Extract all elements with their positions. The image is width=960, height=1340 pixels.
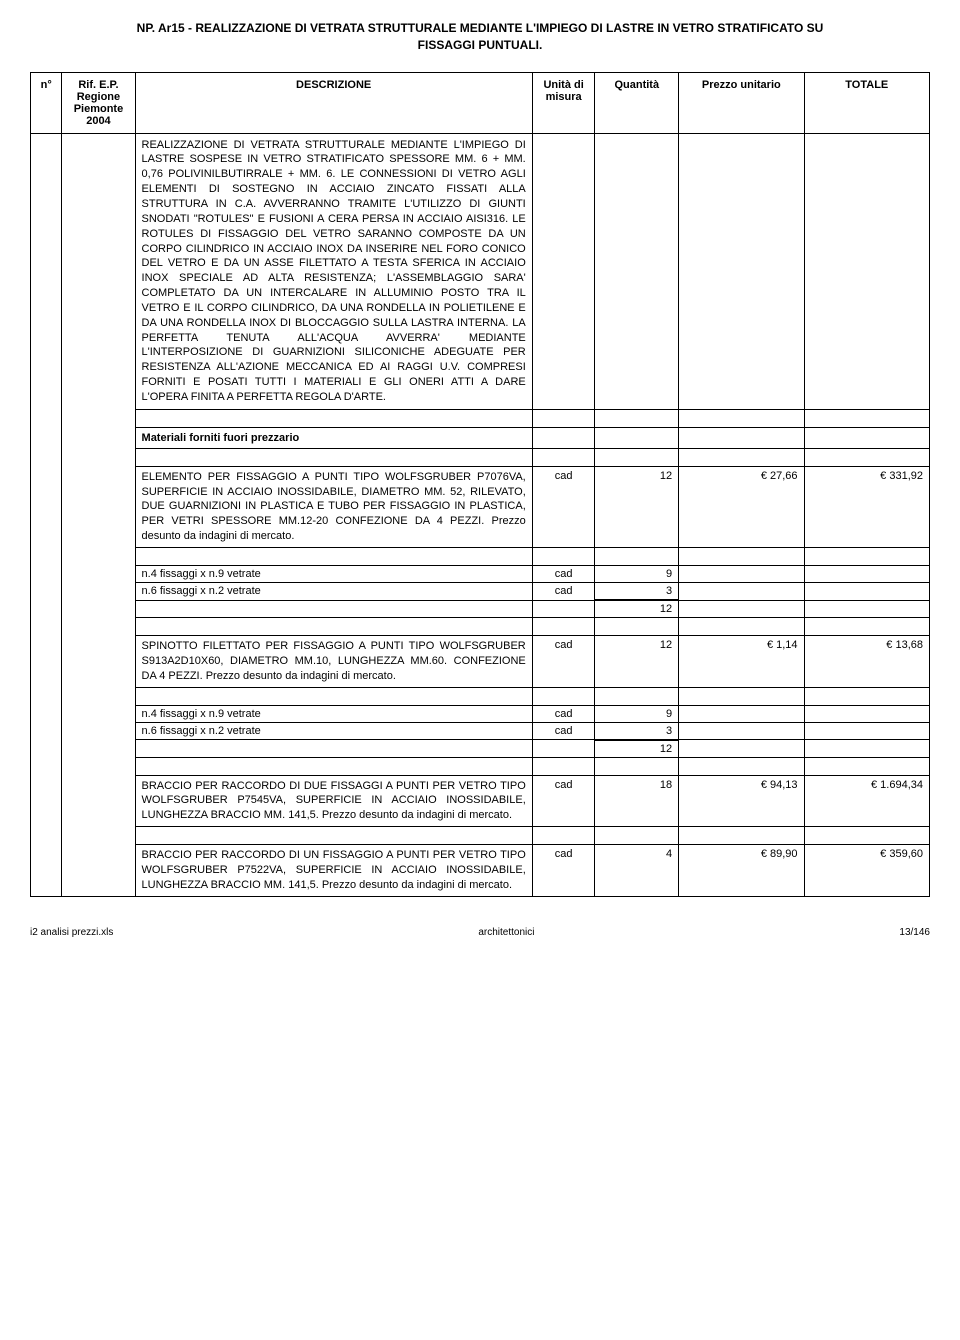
item-desc: ELEMENTO PER FISSAGGIO A PUNTI TIPO WOLF… bbox=[135, 466, 532, 547]
sub-desc: n.6 fissaggi x n.2 vetrate bbox=[135, 583, 532, 601]
item-pu: € 94,13 bbox=[679, 775, 804, 827]
item-row: SPINOTTO FILETTATO PER FISSAGGIO A PUNTI… bbox=[31, 636, 930, 688]
spacer-row bbox=[31, 827, 930, 845]
header-rif: Rif. E.P. Regione Piemonte 2004 bbox=[62, 72, 135, 133]
header-tot: TOTALE bbox=[804, 72, 929, 133]
item-um: cad bbox=[532, 845, 595, 897]
spacer-row bbox=[31, 757, 930, 775]
footer-left: i2 analisi prezzi.xls bbox=[30, 927, 113, 938]
subtotal-row: 12 bbox=[31, 740, 930, 758]
item-um: cad bbox=[532, 775, 595, 827]
header-desc: DESCRIZIONE bbox=[135, 72, 532, 133]
materials-heading-row: Materiali forniti fuori prezzario bbox=[31, 427, 930, 448]
subtotal-qty: 12 bbox=[595, 600, 679, 618]
sub-um: cad bbox=[532, 583, 595, 601]
sub-row: n.4 fissaggi x n.9 vetrate cad 9 bbox=[31, 566, 930, 583]
title-line2: FISSAGGI PUNTUALI. bbox=[418, 38, 543, 52]
header-n: n° bbox=[31, 72, 62, 133]
item-pu: € 89,90 bbox=[679, 845, 804, 897]
page-footer: i2 analisi prezzi.xls architettonici 13/… bbox=[30, 927, 930, 938]
table-header-row: n° Rif. E.P. Regione Piemonte 2004 DESCR… bbox=[31, 72, 930, 133]
item-tot: € 1.694,34 bbox=[804, 775, 929, 827]
subtotal-row: 12 bbox=[31, 600, 930, 618]
footer-center: architettonici bbox=[478, 927, 534, 938]
item-qty: 12 bbox=[595, 466, 679, 547]
page-title: NP. Ar15 - REALIZZAZIONE DI VETRATA STRU… bbox=[30, 20, 930, 54]
sub-desc: n.6 fissaggi x n.2 vetrate bbox=[135, 722, 532, 740]
item-um: cad bbox=[532, 636, 595, 688]
sub-qty: 9 bbox=[595, 566, 679, 583]
col-n-cell bbox=[31, 133, 62, 896]
main-description-row: REALIZZAZIONE DI VETRATA STRUTTURALE MED… bbox=[31, 133, 930, 409]
item-tot: € 13,68 bbox=[804, 636, 929, 688]
sub-desc: n.4 fissaggi x n.9 vetrate bbox=[135, 566, 532, 583]
spacer-row bbox=[31, 448, 930, 466]
title-line1: NP. Ar15 - REALIZZAZIONE DI VETRATA STRU… bbox=[137, 21, 824, 35]
item-desc: BRACCIO PER RACCORDO DI UN FISSAGGIO A P… bbox=[135, 845, 532, 897]
main-description: REALIZZAZIONE DI VETRATA STRUTTURALE MED… bbox=[135, 133, 532, 409]
spacer-row bbox=[31, 409, 930, 427]
subtotal-qty: 12 bbox=[595, 740, 679, 758]
sub-um: cad bbox=[532, 705, 595, 722]
item-row: ELEMENTO PER FISSAGGIO A PUNTI TIPO WOLF… bbox=[31, 466, 930, 547]
item-row: BRACCIO PER RACCORDO DI DUE FISSAGGI A P… bbox=[31, 775, 930, 827]
sub-qty: 3 bbox=[595, 722, 679, 740]
item-desc: BRACCIO PER RACCORDO DI DUE FISSAGGI A P… bbox=[135, 775, 532, 827]
item-tot: € 331,92 bbox=[804, 466, 929, 547]
header-qty: Quantità bbox=[595, 72, 679, 133]
item-pu: € 1,14 bbox=[679, 636, 804, 688]
item-qty: 4 bbox=[595, 845, 679, 897]
spacer-row bbox=[31, 687, 930, 705]
item-row: BRACCIO PER RACCORDO DI UN FISSAGGIO A P… bbox=[31, 845, 930, 897]
sub-row: n.6 fissaggi x n.2 vetrate cad 3 bbox=[31, 583, 930, 601]
footer-right: 13/146 bbox=[899, 927, 930, 938]
item-desc: SPINOTTO FILETTATO PER FISSAGGIO A PUNTI… bbox=[135, 636, 532, 688]
sub-row: n.4 fissaggi x n.9 vetrate cad 9 bbox=[31, 705, 930, 722]
item-qty: 18 bbox=[595, 775, 679, 827]
sub-um: cad bbox=[532, 722, 595, 740]
item-tot: € 359,60 bbox=[804, 845, 929, 897]
item-pu: € 27,66 bbox=[679, 466, 804, 547]
spacer-row bbox=[31, 548, 930, 566]
sub-qty: 9 bbox=[595, 705, 679, 722]
col-rif-cell bbox=[62, 133, 135, 896]
analysis-table: n° Rif. E.P. Regione Piemonte 2004 DESCR… bbox=[30, 72, 930, 897]
item-qty: 12 bbox=[595, 636, 679, 688]
materials-heading: Materiali forniti fuori prezzario bbox=[135, 427, 532, 448]
item-um: cad bbox=[532, 466, 595, 547]
header-um: Unità di misura bbox=[532, 72, 595, 133]
header-pu: Prezzo unitario bbox=[679, 72, 804, 133]
sub-um: cad bbox=[532, 566, 595, 583]
spacer-row bbox=[31, 618, 930, 636]
sub-qty: 3 bbox=[595, 583, 679, 601]
sub-desc: n.4 fissaggi x n.9 vetrate bbox=[135, 705, 532, 722]
sub-row: n.6 fissaggi x n.2 vetrate cad 3 bbox=[31, 722, 930, 740]
